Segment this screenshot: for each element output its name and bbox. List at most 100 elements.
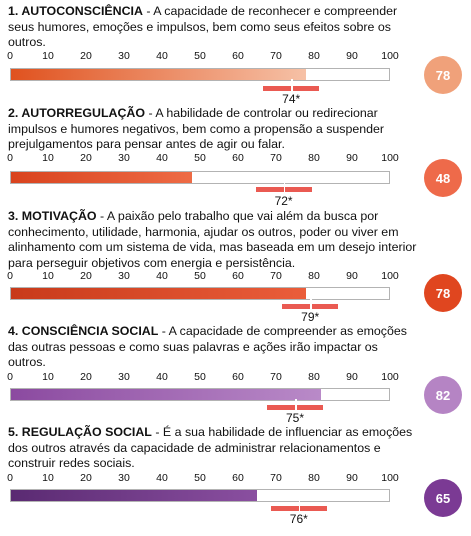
axis-tick-label: 60 (232, 50, 244, 62)
axis-tick-label: 40 (156, 152, 168, 164)
axis-tick-label: 40 (156, 472, 168, 484)
competency-text: - A capacidade de compreender as emoções… (8, 324, 407, 370)
axis-tick-label: 40 (156, 270, 168, 282)
axis-tick-label: 80 (308, 371, 320, 383)
axis-tick-label: 10 (42, 270, 54, 282)
score-fill (11, 69, 306, 80)
axis-tick-label: 100 (381, 152, 399, 164)
axis-tick-label: 60 (232, 472, 244, 484)
axis-tick-label: 20 (80, 50, 92, 62)
competency-title: 5. REGULAÇÃO SOCIAL (8, 425, 152, 439)
axis-tick-label: 70 (270, 270, 282, 282)
axis-ticks: 0 10 20 30 40 50 60 70 80 90 100 (0, 472, 471, 484)
axis-tick-label: 60 (232, 371, 244, 383)
axis-tick-label: 10 (42, 371, 54, 383)
axis-tick-label: 0 (7, 270, 13, 282)
axis-tick-label: 90 (346, 152, 358, 164)
axis-tick-label: 10 (42, 50, 54, 62)
axis-tick-label: 50 (194, 270, 206, 282)
axis-tick-label: 90 (346, 50, 358, 62)
score-bar (10, 287, 390, 300)
benchmark-label: 79* (301, 310, 320, 324)
axis-tick-label: 50 (194, 152, 206, 164)
axis-tick-label: 90 (346, 472, 358, 484)
score-bar (10, 68, 390, 81)
axis-tick-label: 0 (7, 472, 13, 484)
competency-title: 3. MOTIVAÇÃO (8, 209, 97, 223)
axis-tick-label: 70 (270, 371, 282, 383)
benchmark-marker (295, 399, 297, 412)
axis-tick-label: 50 (194, 371, 206, 383)
benchmark-label: 74* (282, 92, 301, 106)
axis-ticks: 0 10 20 30 40 50 60 70 80 90 100 (0, 50, 471, 62)
competency-description: 4. CONSCIÊNCIA SOCIAL - A capacidade de … (8, 324, 418, 371)
axis-tick-label: 40 (156, 371, 168, 383)
axis-tick-label: 90 (346, 371, 358, 383)
axis-tick-label: 90 (346, 270, 358, 282)
score-fill (11, 288, 306, 299)
score-fill (11, 490, 257, 501)
axis-tick-label: 20 (80, 152, 92, 164)
competency-description: 1. AUTOCONSCIÊNCIA - A capacidade de rec… (8, 4, 418, 51)
axis-tick-label: 30 (118, 472, 130, 484)
axis-tick-label: 0 (7, 371, 13, 383)
axis-tick-label: 60 (232, 270, 244, 282)
axis-tick-label: 30 (118, 371, 130, 383)
benchmark-marker (291, 79, 293, 93)
axis-ticks: 0 10 20 30 40 50 60 70 80 90 100 (0, 371, 471, 383)
benchmark-marker (298, 500, 301, 513)
competency-text: - É a sua habilidade de influenciar as e… (8, 425, 413, 471)
axis-tick-label: 100 (381, 472, 399, 484)
benchmark-label: 72* (274, 194, 293, 208)
score-badge: 65 (424, 479, 462, 517)
axis-tick-label: 30 (118, 152, 130, 164)
axis-tick-label: 20 (80, 371, 92, 383)
axis-tick-label: 60 (232, 152, 244, 164)
competency-title: 4. CONSCIÊNCIA SOCIAL (8, 324, 159, 338)
score-bar (10, 489, 390, 502)
axis-tick-label: 100 (381, 50, 399, 62)
axis-tick-label: 0 (7, 50, 13, 62)
score-badge: 82 (424, 376, 462, 414)
benchmark-label: 76* (289, 512, 308, 526)
axis-tick-label: 100 (381, 371, 399, 383)
axis-tick-label: 0 (7, 152, 13, 164)
score-fill (11, 389, 321, 400)
score-bar (10, 171, 390, 184)
axis-tick-label: 80 (308, 270, 320, 282)
axis-tick-label: 50 (194, 50, 206, 62)
score-fill (11, 172, 193, 183)
competency-description: 2. AUTORREGULAÇÃO - A habilidade de cont… (8, 106, 418, 153)
axis-tick-label: 50 (194, 472, 206, 484)
competency-title: 1. AUTOCONSCIÊNCIA (8, 4, 143, 18)
benchmark-marker (283, 181, 286, 194)
axis-tick-label: 70 (270, 472, 282, 484)
competency-title: 2. AUTORREGULAÇÃO (8, 106, 145, 120)
axis-tick-label: 30 (118, 50, 130, 62)
competency-text: - A habilidade de controlar ou redirecio… (8, 106, 385, 152)
competency-description: 5. REGULAÇÃO SOCIAL - É a sua habilidade… (8, 425, 418, 472)
axis-tick-label: 80 (308, 152, 320, 164)
axis-tick-label: 70 (270, 152, 282, 164)
axis-tick-label: 10 (42, 152, 54, 164)
axis-tick-label: 70 (270, 50, 282, 62)
benchmark-label: 75* (285, 411, 305, 425)
benchmark-marker (310, 298, 312, 311)
score-bar (10, 388, 390, 401)
axis-tick-label: 80 (308, 472, 320, 484)
axis-ticks: 0 10 20 30 40 50 60 70 80 90 100 (0, 152, 471, 164)
axis-tick-label: 100 (381, 270, 399, 282)
axis-tick-label: 20 (80, 472, 92, 484)
score-badge: 78 (424, 274, 462, 312)
axis-tick-label: 10 (42, 472, 54, 484)
competency-text: - A capacidade de reconhecer e compreend… (8, 4, 398, 50)
axis-tick-label: 40 (156, 50, 168, 62)
score-badge: 48 (424, 159, 462, 197)
competency-description: 3. MOTIVAÇÃO - A paixão pelo trabalho qu… (8, 209, 418, 271)
competency-text: - A paixão pelo trabalho que vai além da… (8, 209, 417, 270)
axis-ticks: 0 10 20 30 40 50 60 70 80 90 100 (0, 270, 471, 282)
axis-tick-label: 80 (308, 50, 320, 62)
score-badge: 78 (424, 56, 462, 94)
axis-tick-label: 30 (118, 270, 130, 282)
axis-tick-label: 20 (80, 270, 92, 282)
